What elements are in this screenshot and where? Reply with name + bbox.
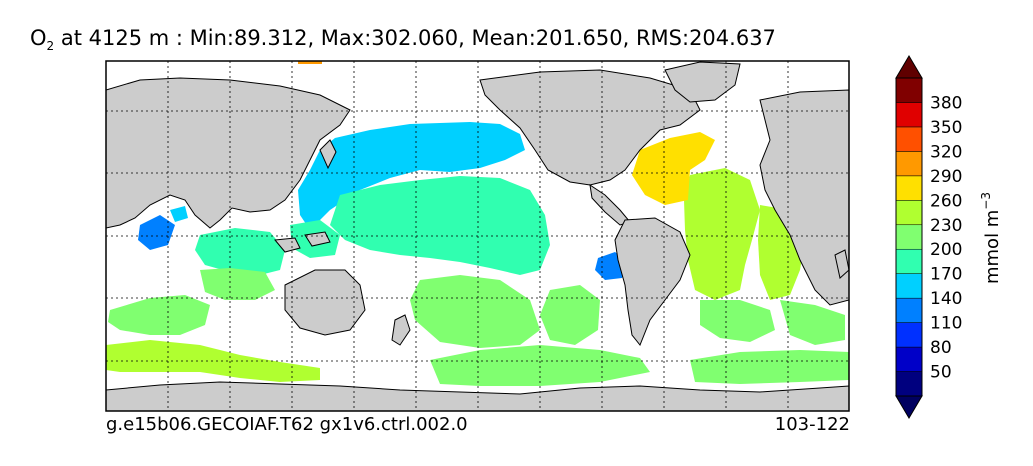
colorbar-tick-label: 80 xyxy=(930,338,952,358)
colorbar-block xyxy=(895,200,923,226)
colorbar-block xyxy=(895,371,923,397)
colorbar-block xyxy=(895,248,923,274)
colorbar-tick-label: 110 xyxy=(930,314,962,334)
colorbar-tick-label: 170 xyxy=(930,265,962,285)
colorbar-frame xyxy=(895,77,923,397)
map-frame xyxy=(105,60,850,412)
case-name: g.e15b06.GECOIAF.T62 gx1v6.ctrl.002.0 xyxy=(106,414,468,435)
colorbar-tick-label: 140 xyxy=(930,289,962,309)
colorbar-block xyxy=(895,102,923,128)
graticule xyxy=(106,61,849,411)
plot-title: O2 at 4125 m : Min:89.312, Max:302.060, … xyxy=(30,26,776,54)
colorbar-block xyxy=(895,77,923,103)
colorbar-block xyxy=(895,346,923,372)
colorbar-block xyxy=(895,151,923,177)
colorbar-blocks xyxy=(895,55,923,419)
land xyxy=(106,61,849,411)
colorbar-tick-label: 350 xyxy=(930,118,962,138)
colorbar-tick-label: 50 xyxy=(930,363,952,383)
colorbar-tick-label: 380 xyxy=(930,93,962,113)
colorbar-tick-label: 230 xyxy=(930,216,962,236)
colorbar-block xyxy=(895,175,923,201)
colorbar-tick-label: 320 xyxy=(930,142,962,162)
colorbar-block xyxy=(895,273,923,299)
colorbar-ticks: 50 80 110 140 170 200 230 260 290 320 350 380 xyxy=(930,93,962,382)
colorbar-tick-label: 260 xyxy=(930,191,962,211)
o2-field xyxy=(106,61,849,386)
colorbar-block xyxy=(895,322,923,348)
colorbar-tick-label: 290 xyxy=(930,167,962,187)
colorbar-tick-label: 200 xyxy=(930,240,962,260)
colorbar-block xyxy=(895,224,923,250)
colorbar-under-triangle xyxy=(895,395,923,419)
years-label: 103-122 xyxy=(774,414,850,435)
colorbar-block xyxy=(895,297,923,323)
colorbar-over-triangle xyxy=(895,55,923,79)
colorbar-units: mmol m−3 xyxy=(979,192,1003,284)
colorbar-block xyxy=(895,126,923,152)
